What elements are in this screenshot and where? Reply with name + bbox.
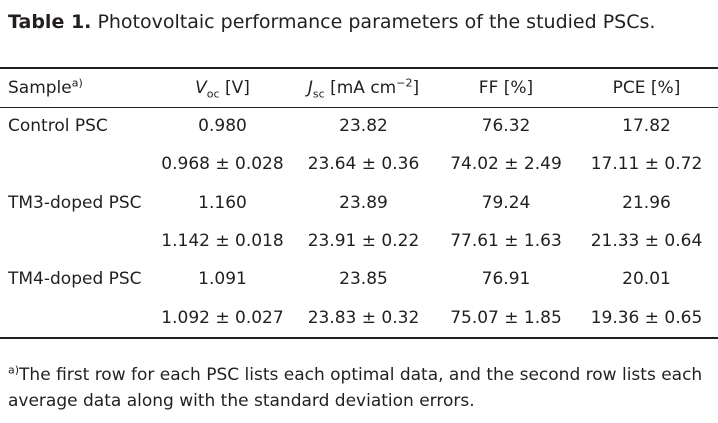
header-jsc: Jsc [mA cm−2] — [307, 75, 420, 100]
cell-pce: 21.96 — [622, 192, 671, 213]
table-row: Control PSC 0.980 23.82 76.32 17.82 — [0, 107, 718, 145]
header-voc: Voc [V] — [195, 77, 250, 100]
cell-ff: 75.07 ± 1.85 — [450, 307, 562, 328]
table-header-row: Samplea) Voc [V] Jsc [mA cm−2] FF [%] PC… — [0, 68, 718, 107]
table-row: TM4-doped PSC 1.091 23.85 76.91 20.01 — [0, 260, 718, 298]
table-row: 1.142 ± 0.018 23.91 ± 0.22 77.61 ± 1.63 … — [0, 222, 718, 260]
table-caption-label: Table 1. — [8, 11, 92, 33]
cell-voc: 1.160 — [198, 192, 247, 213]
table-bottom-rule — [0, 337, 718, 339]
cell-jsc: 23.82 — [339, 116, 388, 137]
table-header-rule — [0, 107, 718, 108]
cell-sample — [0, 145, 155, 183]
cell-jsc: 23.85 — [339, 269, 388, 290]
cell-ff: 76.32 — [481, 116, 531, 137]
cell-voc: 0.968 ± 0.028 — [161, 154, 284, 175]
cell-jsc: 23.91 ± 0.22 — [307, 231, 420, 252]
cell-pce: 20.01 — [622, 269, 671, 290]
cell-ff: 76.91 — [481, 269, 531, 290]
cell-voc: 0.980 — [198, 116, 247, 137]
cell-pce: 17.11 ± 0.72 — [590, 154, 703, 175]
cell-sample — [0, 298, 155, 336]
cell-jsc: 23.64 ± 0.36 — [307, 154, 420, 175]
cell-voc: 1.142 ± 0.018 — [161, 231, 284, 252]
cell-jsc: 23.83 ± 0.32 — [307, 307, 420, 328]
cell-voc: 1.091 — [198, 269, 247, 290]
header-ff: FF [%] — [478, 77, 534, 98]
cell-pce: 19.36 ± 0.65 — [590, 307, 703, 328]
footnote-mark: a) — [8, 363, 20, 377]
cell-ff: 77.61 ± 1.63 — [450, 231, 562, 252]
header-sample: Samplea) — [8, 75, 83, 98]
cell-sample: TM4-doped PSC — [8, 269, 142, 290]
cell-ff: 79.24 — [481, 192, 531, 213]
header-pce: PCE [%] — [612, 77, 681, 98]
table-top-rule — [0, 67, 718, 69]
cell-sample — [0, 222, 155, 260]
cell-sample: TM3-doped PSC — [8, 192, 142, 213]
table-caption-text: Photovoltaic performance parameters of t… — [97, 11, 656, 33]
cell-jsc: 23.89 — [339, 192, 388, 213]
cell-pce: 17.82 — [622, 116, 671, 137]
table-row: TM3-doped PSC 1.160 23.89 79.24 21.96 — [0, 184, 718, 222]
footnote-text: The first row for each PSC lists each op… — [8, 365, 703, 411]
table-row: 0.968 ± 0.028 23.64 ± 0.36 74.02 ± 2.49 … — [0, 145, 718, 183]
table-caption: Table 1. Photovoltaic performance parame… — [8, 8, 708, 36]
cell-voc: 1.092 ± 0.027 — [161, 307, 284, 328]
performance-table: Samplea) Voc [V] Jsc [mA cm−2] FF [%] PC… — [0, 68, 718, 337]
cell-pce: 21.33 ± 0.64 — [590, 231, 703, 252]
cell-sample: Control PSC — [8, 116, 108, 137]
table-footnote: a)The first row for each PSC lists each … — [8, 362, 714, 414]
cell-ff: 74.02 ± 2.49 — [450, 154, 562, 175]
table-row: 1.092 ± 0.027 23.83 ± 0.32 75.07 ± 1.85 … — [0, 298, 718, 336]
